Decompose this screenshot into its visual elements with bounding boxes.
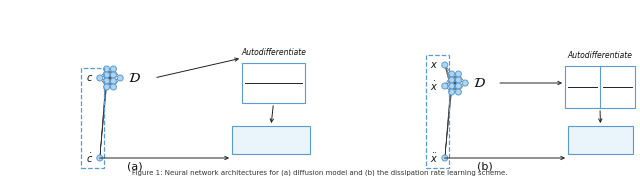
- Bar: [426, 55, 449, 168]
- Text: $\dot{x}$: $\dot{x}$: [429, 79, 438, 93]
- Circle shape: [442, 83, 448, 89]
- Circle shape: [462, 80, 468, 86]
- Text: Optimize: Optimize: [248, 135, 294, 145]
- Text: $\partial c^2$: $\partial c^2$: [266, 85, 282, 99]
- Text: $\ddot{x}$: $\ddot{x}$: [429, 151, 438, 165]
- Bar: [242, 63, 305, 103]
- Text: $x$: $x$: [429, 60, 438, 70]
- Text: $\partial^2\mathcal{D}$: $\partial^2\mathcal{D}$: [609, 72, 627, 84]
- Circle shape: [104, 78, 109, 84]
- Bar: [232, 126, 310, 154]
- Circle shape: [117, 75, 124, 81]
- Text: $\mathcal{D}$: $\mathcal{D}$: [473, 76, 486, 90]
- Circle shape: [111, 66, 116, 72]
- Circle shape: [442, 155, 448, 161]
- Circle shape: [456, 89, 461, 95]
- Circle shape: [111, 72, 116, 78]
- Text: $\partial x\partial\dot{x}$: $\partial x\partial\dot{x}$: [572, 91, 593, 103]
- Text: $\dot{c}$: $\dot{c}$: [86, 151, 93, 165]
- Circle shape: [456, 83, 461, 89]
- Bar: [81, 68, 104, 168]
- Text: $\partial^2\mathcal{D}$: $\partial^2\mathcal{D}$: [264, 68, 284, 82]
- Circle shape: [449, 89, 454, 95]
- Circle shape: [104, 72, 109, 78]
- Text: $\partial x^2$: $\partial x^2$: [610, 91, 625, 103]
- Text: (a): (a): [127, 162, 143, 172]
- Circle shape: [456, 71, 461, 77]
- Circle shape: [449, 77, 454, 83]
- Circle shape: [97, 75, 103, 81]
- Circle shape: [111, 84, 116, 90]
- Text: Optimize: Optimize: [577, 135, 624, 145]
- Bar: [568, 126, 633, 154]
- Circle shape: [449, 83, 454, 89]
- Circle shape: [97, 155, 103, 161]
- Text: $c$: $c$: [86, 73, 93, 83]
- Circle shape: [104, 84, 109, 90]
- Text: Figure 1: Neural network architectures for (a) diffusion model and (b) the dissi: Figure 1: Neural network architectures f…: [132, 169, 508, 176]
- Bar: [565, 66, 635, 108]
- Circle shape: [449, 71, 454, 77]
- Circle shape: [456, 77, 461, 83]
- Text: Autodifferentiate: Autodifferentiate: [241, 48, 306, 57]
- Text: Autodifferentiate: Autodifferentiate: [568, 51, 632, 60]
- Circle shape: [442, 62, 448, 68]
- Circle shape: [104, 66, 109, 72]
- Text: $\partial^2\mathcal{D}$: $\partial^2\mathcal{D}$: [573, 72, 591, 84]
- Text: (b): (b): [477, 162, 493, 172]
- Text: $\mathcal{D}$: $\mathcal{D}$: [128, 71, 141, 85]
- Circle shape: [111, 78, 116, 84]
